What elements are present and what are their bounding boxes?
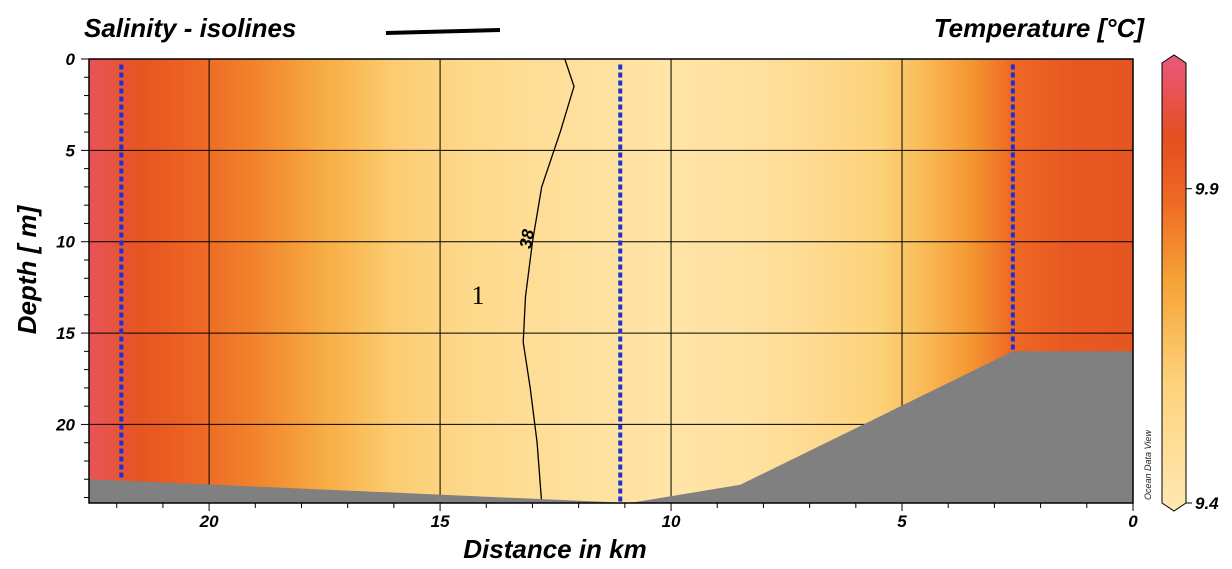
colorbar-body bbox=[1161, 54, 1187, 512]
y-tick-label: 5 bbox=[66, 141, 76, 160]
y-axis-ticks: 0 5 10 15 20 bbox=[55, 50, 89, 499]
y-tick-label: 10 bbox=[56, 233, 75, 252]
colorbar: 9.9 9.4 Ocean Data View bbox=[1143, 54, 1219, 513]
y-tick-label: 15 bbox=[56, 324, 75, 343]
x-tick-label: 20 bbox=[199, 512, 219, 531]
x-tick-label: 0 bbox=[1128, 512, 1138, 531]
isoline-label: 38 bbox=[516, 227, 538, 249]
annotation-label: 1 bbox=[472, 281, 485, 310]
y-tick-label: 0 bbox=[66, 50, 76, 69]
colorbar-watermark: Ocean Data View bbox=[1143, 430, 1153, 500]
x-tick-label: 5 bbox=[897, 512, 907, 531]
right-title: Temperature [°C] bbox=[934, 13, 1146, 43]
bottom-topography bbox=[89, 351, 1133, 503]
isoline-legend-line bbox=[385, 28, 501, 35]
colorbar-ticks: 9.9 9.4 bbox=[1186, 180, 1219, 513]
svg-text:38: 38 bbox=[516, 227, 538, 249]
station-markers bbox=[119, 64, 1015, 503]
colorbar-tick-label: 9.9 bbox=[1195, 180, 1219, 199]
plot-area bbox=[89, 59, 1133, 503]
y-axis-label: Depth [ m] bbox=[12, 204, 42, 334]
x-tick-label: 10 bbox=[662, 512, 681, 531]
salinity-isoline-38 bbox=[522, 59, 575, 503]
x-axis-ticks: 20 15 10 5 0 bbox=[116, 503, 1138, 531]
colorbar-tick-label: 9.4 bbox=[1195, 494, 1219, 513]
y-tick-label: 20 bbox=[55, 415, 75, 434]
left-title: Salinity - isolines bbox=[84, 13, 296, 43]
x-tick-label: 15 bbox=[431, 512, 450, 531]
grid bbox=[89, 59, 1133, 503]
plot-frame bbox=[88, 58, 1134, 504]
x-axis-label: Distance in km bbox=[463, 534, 647, 564]
